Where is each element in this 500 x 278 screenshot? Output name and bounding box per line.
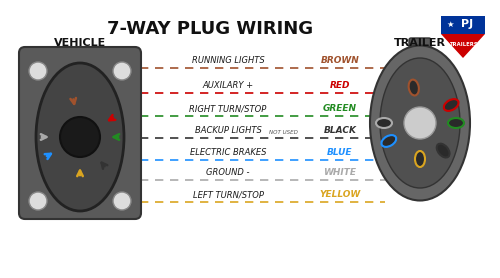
Circle shape bbox=[404, 107, 436, 139]
Text: BLACK: BLACK bbox=[324, 126, 356, 135]
Ellipse shape bbox=[370, 46, 470, 200]
Text: RUNNING LIGHTS: RUNNING LIGHTS bbox=[192, 56, 264, 65]
Text: BLUE: BLUE bbox=[327, 148, 353, 157]
Text: AUXILARY +: AUXILARY + bbox=[202, 81, 254, 90]
Text: NOT USED: NOT USED bbox=[268, 130, 298, 135]
Text: YELLOW: YELLOW bbox=[320, 190, 360, 199]
Ellipse shape bbox=[448, 118, 464, 128]
Ellipse shape bbox=[408, 80, 419, 95]
Ellipse shape bbox=[444, 99, 458, 111]
Text: RED: RED bbox=[330, 81, 350, 90]
Text: VEHICLE: VEHICLE bbox=[54, 38, 106, 48]
Text: 7-WAY PLUG WIRING: 7-WAY PLUG WIRING bbox=[107, 20, 313, 38]
FancyBboxPatch shape bbox=[441, 16, 485, 34]
Ellipse shape bbox=[380, 58, 460, 188]
Ellipse shape bbox=[436, 144, 450, 158]
Text: BACKUP LIGHTS: BACKUP LIGHTS bbox=[194, 126, 262, 135]
Text: GROUND -: GROUND - bbox=[206, 168, 250, 177]
Circle shape bbox=[113, 62, 131, 80]
Text: LEFT TURN/STOP: LEFT TURN/STOP bbox=[192, 190, 264, 199]
Circle shape bbox=[113, 192, 131, 210]
Ellipse shape bbox=[415, 151, 425, 167]
Ellipse shape bbox=[382, 135, 396, 147]
Text: BROWN: BROWN bbox=[320, 56, 360, 65]
Text: RIGHT TURN/STOP: RIGHT TURN/STOP bbox=[190, 104, 266, 113]
Text: ★: ★ bbox=[446, 19, 454, 29]
Text: TRAILERS: TRAILERS bbox=[448, 41, 478, 46]
Circle shape bbox=[29, 62, 47, 80]
Text: GREEN: GREEN bbox=[323, 104, 357, 113]
FancyBboxPatch shape bbox=[19, 47, 141, 219]
Circle shape bbox=[29, 192, 47, 210]
Text: TRAILER: TRAILER bbox=[394, 38, 446, 48]
Text: PJ: PJ bbox=[461, 19, 473, 29]
FancyBboxPatch shape bbox=[409, 38, 431, 60]
Text: WHITE: WHITE bbox=[324, 168, 356, 177]
Ellipse shape bbox=[376, 118, 392, 128]
Text: ELECTRIC BRAKES: ELECTRIC BRAKES bbox=[190, 148, 266, 157]
Circle shape bbox=[60, 117, 100, 157]
Ellipse shape bbox=[36, 63, 124, 211]
Polygon shape bbox=[441, 34, 485, 58]
